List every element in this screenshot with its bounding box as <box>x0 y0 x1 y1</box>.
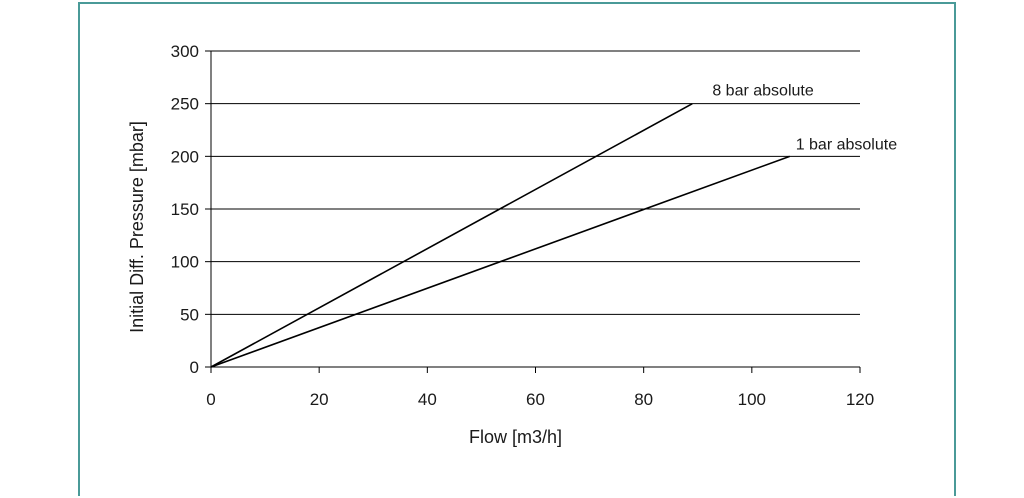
y-tick-label-0: 0 <box>190 358 199 377</box>
series-labels: 8 bar absolute 1 bar absolute <box>712 83 897 154</box>
series-label-8-bar: 8 bar absolute <box>712 83 814 100</box>
x-tick-label-20: 20 <box>310 390 329 409</box>
x-axis-title: Flow [m3/h] <box>469 427 562 447</box>
y-tick-label-250: 250 <box>171 95 199 114</box>
series-label-1-bar: 1 bar absolute <box>796 136 898 153</box>
x-tick-label-40: 40 <box>418 390 437 409</box>
series-line-8-bar <box>210 102 693 368</box>
y-tick-label-150: 150 <box>171 200 199 219</box>
series-line-1-bar <box>210 155 790 368</box>
y-tick-label-100: 100 <box>171 253 199 272</box>
x-tick-label-0: 0 <box>206 390 215 409</box>
x-tick-label-100: 100 <box>738 390 766 409</box>
y-axis-ticks: 0 50 100 150 200 250 300 <box>171 42 211 377</box>
x-tick-label-60: 60 <box>526 390 545 409</box>
y-tick-label-300: 300 <box>171 42 199 61</box>
series-lines <box>210 102 790 368</box>
x-axis-ticks: 0 20 40 60 80 100 120 <box>206 367 874 409</box>
x-tick-label-80: 80 <box>634 390 653 409</box>
y-axis-title: Initial Diff. Pressure [mbar] <box>127 121 147 333</box>
y-tick-label-200: 200 <box>171 147 199 166</box>
gridlines <box>211 50 860 315</box>
chart-frame <box>78 2 956 496</box>
x-tick-label-120: 120 <box>846 390 874 409</box>
y-tick-label-50: 50 <box>180 305 199 324</box>
